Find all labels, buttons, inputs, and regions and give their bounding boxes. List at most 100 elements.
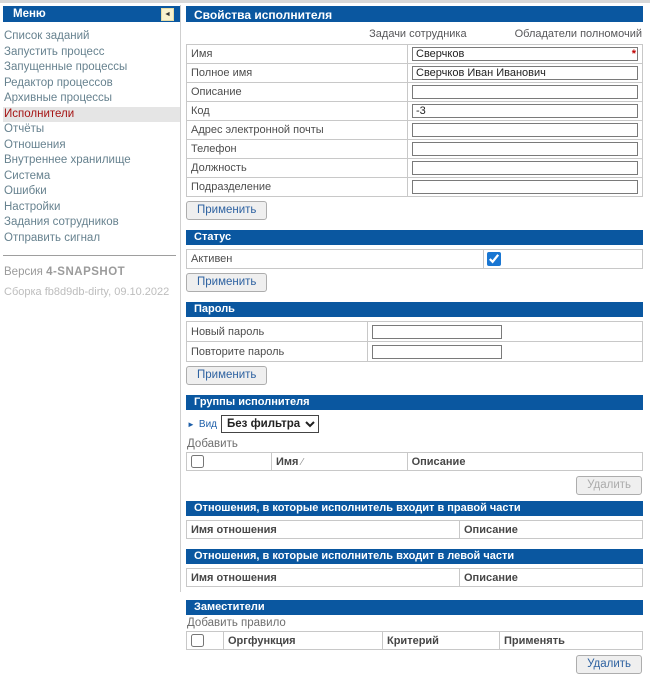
- delete-groups-button[interactable]: Удалить: [576, 476, 642, 495]
- sidebar-item-process-editor[interactable]: Редактор процессов: [4, 76, 113, 89]
- collapse-left-icon: ◄: [164, 10, 171, 18]
- sidebar-item-send-signal[interactable]: Отправить сигнал: [4, 231, 101, 244]
- sidebar-title: Меню: [13, 8, 46, 20]
- executor-properties-table: Имя * Полное имя Описание Код Адрес элек…: [186, 44, 643, 197]
- position-input[interactable]: [412, 161, 638, 175]
- relations-right-section-title: Отношения, в которые исполнитель входит …: [186, 501, 643, 516]
- table-row: Должность: [186, 158, 643, 178]
- sidebar-item-internal-storage[interactable]: Внутреннее хранилище: [4, 154, 131, 166]
- add-rule-link[interactable]: Добавить правило: [187, 617, 286, 629]
- department-label: Подразделение: [186, 177, 408, 197]
- substitutes-actions: Удалить: [186, 655, 642, 674]
- status-section-title: Статус: [186, 230, 643, 245]
- table-row: Полное имя: [186, 63, 643, 83]
- view-label: Вид: [198, 418, 218, 430]
- version-value: 4-SNAPSHOT: [46, 266, 126, 278]
- sidebar-item-running-processes[interactable]: Запущенные процессы: [4, 61, 128, 73]
- sidebar-item-task-list[interactable]: Список заданий: [4, 30, 90, 42]
- sidebar-item-settings[interactable]: Настройки: [4, 200, 61, 213]
- apply-password-button[interactable]: Применить: [186, 366, 268, 385]
- app-layout: Меню ◄ Список заданий Запустить процесс …: [0, 5, 650, 674]
- required-asterisk: *: [631, 48, 636, 60]
- sidebar-item-start-process[interactable]: Запустить процесс: [4, 45, 105, 58]
- sidebar-item-relations[interactable]: Отношения: [4, 138, 66, 151]
- sort-icon[interactable]: ⁄: [301, 456, 304, 468]
- active-checkbox[interactable]: [487, 252, 501, 266]
- department-input[interactable]: [412, 180, 638, 194]
- sidebar-item-system[interactable]: Система: [4, 169, 51, 182]
- relations-left-col-name: Имя отношения: [186, 568, 460, 587]
- groups-table: Имя ⁄ Описание: [186, 452, 644, 471]
- substitutes-col-criteria: Критерий: [382, 631, 500, 650]
- phone-label: Телефон: [186, 139, 408, 159]
- apply-status-button[interactable]: Применить: [186, 273, 268, 292]
- table-row: Код: [186, 101, 643, 121]
- build-line: Сборка fb8d9db-dirty, 09.10.2022: [4, 286, 170, 298]
- groups-actions: Удалить: [186, 476, 642, 495]
- table-row: Подразделение: [186, 177, 643, 197]
- sidebar-divider: [3, 255, 176, 256]
- email-label: Адрес электронной почты: [186, 120, 408, 140]
- position-label: Должность: [186, 158, 408, 178]
- table-row: Адрес электронной почты: [186, 120, 643, 140]
- expand-arrow-icon[interactable]: ►: [187, 419, 195, 429]
- relations-right-col-name: Имя отношения: [186, 520, 460, 539]
- add-group-link[interactable]: Добавить: [187, 438, 238, 450]
- relations-left-section-title: Отношения, в которые исполнитель входит …: [186, 549, 643, 564]
- table-header-row: Оргфункция Критерий Применять: [186, 631, 643, 650]
- filter-select[interactable]: Без фильтра: [221, 415, 320, 433]
- relations-right-col-description: Описание: [459, 520, 643, 539]
- code-label: Код: [186, 101, 408, 121]
- new-password-input[interactable]: [372, 324, 502, 339]
- sidebar-item-employee-tasks[interactable]: Задания сотрудников: [4, 216, 119, 228]
- table-header-row: Имя отношения Описание: [186, 520, 643, 539]
- name-cell: *: [407, 44, 643, 64]
- phone-input[interactable]: [412, 142, 638, 156]
- page-title: Свойства исполнителя: [186, 6, 643, 22]
- table-header-row: Имя отношения Описание: [186, 568, 643, 587]
- view-filter-row: ► Вид Без фильтра: [187, 415, 643, 433]
- substitutes-col-apply: Применять: [499, 631, 643, 650]
- employee-tasks-link[interactable]: Задачи сотрудника: [369, 28, 467, 40]
- table-row: Телефон: [186, 139, 643, 159]
- repeat-password-label: Повторите пароль: [186, 341, 368, 362]
- description-label: Описание: [186, 82, 408, 102]
- select-all-substitutes-checkbox[interactable]: [191, 634, 204, 647]
- header-links: Задачи сотрудника Обладатели полномочий: [186, 28, 642, 40]
- repeat-password-input[interactable]: [372, 344, 502, 359]
- table-row: Имя *: [186, 44, 643, 64]
- sidebar-item-archived-processes[interactable]: Архивные процессы: [4, 92, 113, 104]
- name-input[interactable]: [412, 47, 638, 61]
- permission-owners-link[interactable]: Обладатели полномочий: [514, 28, 642, 40]
- col-name-label: Имя: [276, 455, 299, 468]
- fullname-input[interactable]: [412, 66, 638, 80]
- sidebar-item-reports[interactable]: Отчёты: [4, 123, 45, 135]
- delete-substitutes-button[interactable]: Удалить: [576, 655, 642, 674]
- code-input[interactable]: [412, 104, 638, 118]
- table-row: Описание: [186, 82, 643, 102]
- table-header-row: Имя ⁄ Описание: [186, 452, 644, 471]
- fullname-label: Полное имя: [186, 63, 408, 83]
- relations-left-col-description: Описание: [459, 568, 643, 587]
- relations-right-table: Имя отношения Описание: [186, 520, 643, 539]
- substitutes-col-orgfunction: Оргфункция: [223, 631, 383, 650]
- sidebar-item-executors[interactable]: Исполнители: [3, 106, 180, 122]
- table-row: Активен: [186, 249, 643, 269]
- new-password-label: Новый пароль: [186, 321, 368, 342]
- substitutes-table: Оргфункция Критерий Применять: [186, 631, 643, 650]
- password-table: Новый пароль Повторите пароль: [186, 321, 643, 362]
- sidebar-item-errors[interactable]: Ошибки: [4, 185, 47, 197]
- main-panel: Свойства исполнителя Задачи сотрудника О…: [181, 5, 650, 674]
- groups-section-title: Группы исполнителя: [186, 395, 643, 410]
- version-prefix: Версия: [4, 266, 47, 278]
- name-label: Имя: [186, 44, 408, 64]
- active-label: Активен: [186, 249, 484, 269]
- description-input[interactable]: [412, 85, 638, 99]
- select-all-groups-checkbox[interactable]: [191, 455, 204, 468]
- email-input[interactable]: [412, 123, 638, 137]
- apply-properties-button[interactable]: Применить: [186, 201, 268, 220]
- sidebar-collapse-button[interactable]: ◄: [161, 7, 174, 21]
- status-table: Активен: [186, 249, 643, 269]
- version-line: Версия 4-SNAPSHOT: [4, 266, 180, 278]
- table-row: Повторите пароль: [186, 341, 643, 362]
